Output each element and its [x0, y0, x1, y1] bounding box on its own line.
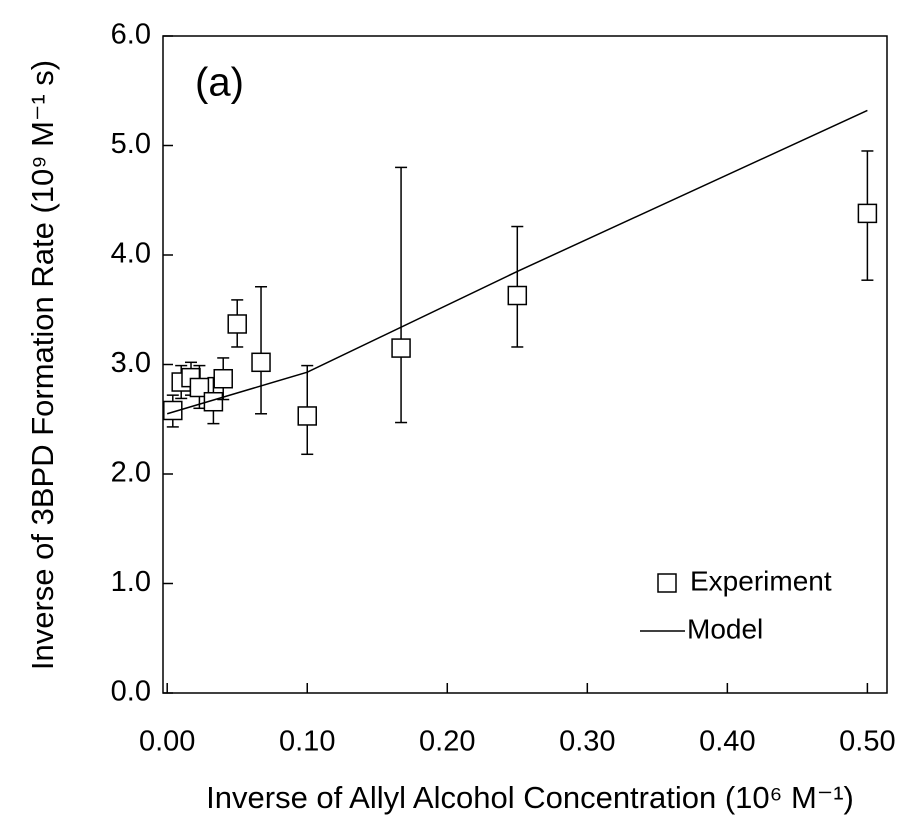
data-point — [297, 406, 317, 426]
y-axis-label: Inverse of 3BPD Formation Rate (10⁹ M⁻¹ … — [25, 60, 60, 670]
model-line — [166, 109, 868, 415]
x-axis-label: Inverse of Allyl Alcohol Concentration (… — [206, 780, 854, 815]
x-tick-label: 0.40 — [699, 726, 755, 758]
data-point — [391, 338, 411, 358]
y-tick-label: 5.0 — [111, 128, 151, 160]
x-tick-label: 0.50 — [839, 726, 895, 758]
legend-label: Model — [687, 613, 763, 644]
data-point — [227, 314, 247, 334]
x-tick-label: 0.00 — [139, 726, 195, 758]
data-point — [251, 352, 271, 373]
x-tick-label: 0.30 — [559, 726, 615, 758]
y-tick-label: 2.0 — [111, 457, 151, 489]
data-point — [507, 285, 528, 306]
legend-label: Experiment — [690, 565, 832, 596]
y-tick-label: 0.0 — [111, 676, 151, 708]
y-tick-label: 1.0 — [111, 566, 151, 598]
data-point — [203, 391, 224, 412]
y-tick-label: 6.0 — [111, 19, 151, 51]
x-tick-label: 0.10 — [279, 726, 335, 758]
data-point — [857, 203, 878, 224]
data-point — [163, 400, 183, 421]
x-tick-label: 0.20 — [419, 726, 475, 758]
legend-marker — [657, 573, 677, 593]
data-point — [213, 368, 233, 389]
annotation: (a) — [195, 61, 244, 105]
y-tick-label: 3.0 — [111, 347, 151, 379]
y-tick-label: 4.0 — [111, 238, 151, 270]
